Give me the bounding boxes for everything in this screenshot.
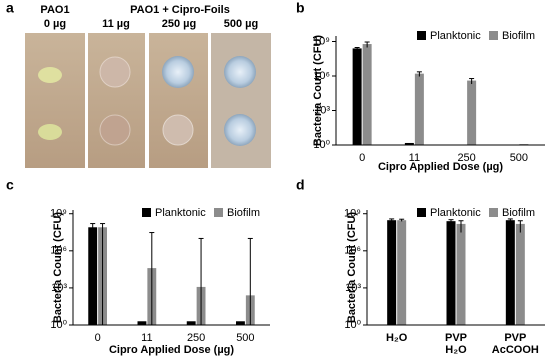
x-tick-label-line: H₂O	[445, 344, 467, 356]
legend-label: Planktonic	[430, 30, 481, 42]
x-tick-label: 250	[457, 152, 475, 164]
y-axis-title: Bacteria Count (CFU)	[52, 212, 64, 324]
foil	[99, 114, 131, 146]
legend-swatch	[417, 208, 426, 217]
y-tick-label: 10⁹	[313, 35, 330, 47]
photo-panel: a PAO1 0 µg PAO1 + Cipro-Foils 11 µg 250…	[6, 0, 271, 168]
foil	[224, 56, 256, 88]
y-tick-label: 10⁹	[50, 208, 67, 220]
x-tick-label: 500	[236, 332, 254, 344]
bar	[515, 223, 525, 325]
legend-swatch	[417, 31, 426, 40]
bar	[505, 220, 515, 325]
y-tick-label: 10⁹	[344, 208, 361, 220]
foil	[224, 114, 256, 146]
photo-dose: 0 µg	[44, 18, 66, 30]
panel-letter: a	[6, 0, 14, 16]
y-axis-title: Bacteria Count (CFU)	[312, 35, 324, 147]
photo-title: PAO1 + Cipro-Foils	[130, 4, 230, 16]
bar	[446, 221, 456, 325]
panel-letter: b	[296, 0, 305, 16]
y-tick-label: 10⁰	[313, 139, 330, 151]
bar	[397, 220, 407, 325]
bar	[387, 220, 397, 325]
legend-swatch	[214, 208, 223, 217]
y-tick-label: 10⁰	[50, 319, 67, 331]
photo-tile	[211, 33, 271, 168]
foil	[162, 114, 194, 146]
x-tick-label: PVP H₂O	[445, 332, 467, 356]
x-tick-label: 11	[409, 152, 420, 164]
x-tick-label: H₂O	[386, 332, 408, 344]
y-tick-label: 10⁶	[344, 245, 361, 257]
x-tick-label: 11	[141, 332, 152, 344]
photo-tile	[25, 33, 85, 168]
legend-label: Biofilm	[502, 207, 535, 219]
y-tick-label: 10³	[345, 282, 361, 294]
bar	[352, 48, 362, 145]
bar	[362, 44, 372, 145]
bar	[467, 80, 477, 145]
legend-swatch	[142, 208, 151, 217]
legend-swatch	[489, 208, 498, 217]
y-tick-label: 10³	[314, 104, 330, 116]
y-tick-label: 10⁶	[313, 70, 330, 82]
spot	[38, 124, 62, 140]
bar	[456, 223, 466, 325]
bar	[414, 73, 424, 145]
photo-tile	[149, 33, 208, 168]
y-axis-title: Bacteria Count (CFU)	[346, 212, 358, 324]
spot	[38, 67, 62, 83]
x-tick-label: 250	[187, 332, 205, 344]
photo-dose: 11 µg	[102, 18, 130, 30]
legend-swatch	[489, 31, 498, 40]
y-tick-label: 10⁶	[50, 245, 67, 257]
x-tick-label-line: PVP	[504, 332, 526, 344]
bar	[186, 321, 196, 325]
photo-title: PAO1	[40, 4, 69, 16]
photo-dose: 500 µg	[224, 18, 258, 30]
photo-dose: 250 µg	[162, 18, 196, 30]
photo-tile	[88, 33, 145, 168]
x-tick-label-line: PVP	[445, 332, 467, 344]
legend-label: Biofilm	[227, 207, 260, 219]
y-tick-label: 10⁰	[344, 319, 361, 331]
legend-label: Planktonic	[430, 207, 481, 219]
panel-letter: c	[6, 177, 14, 193]
x-tick-label: PVP AcCOOH	[492, 332, 539, 356]
x-tick-label: 500	[510, 152, 528, 164]
bar	[137, 321, 147, 325]
x-tick-label: 0	[359, 152, 365, 164]
x-tick-label-line: AcCOOH	[492, 344, 539, 356]
legend-label: Planktonic	[155, 207, 206, 219]
bar	[404, 142, 414, 145]
y-tick-label: 10³	[51, 282, 67, 294]
x-axis-title: Cipro Applied Dose (µg)	[378, 161, 503, 173]
bar	[236, 321, 245, 325]
panel-letter: d	[296, 177, 305, 193]
x-tick-label: 0	[95, 332, 101, 344]
foil	[99, 56, 131, 88]
x-axis-title: Cipro Applied Dose (µg)	[109, 344, 234, 356]
legend-label: Biofilm	[502, 30, 535, 42]
foil	[162, 56, 194, 88]
